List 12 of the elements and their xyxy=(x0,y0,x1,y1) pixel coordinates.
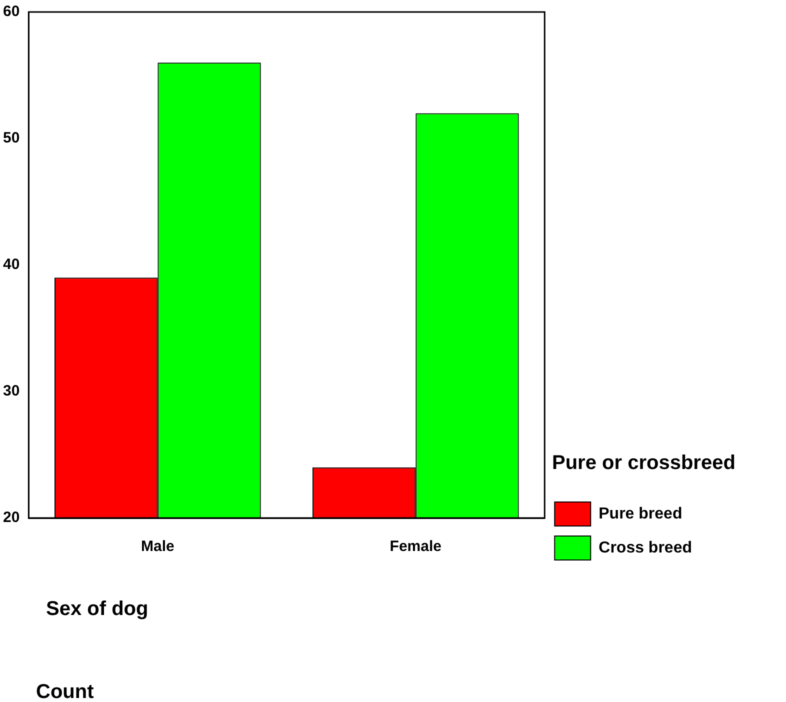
y-tick-label: 60 xyxy=(2,3,20,20)
x-tick-label: Female xyxy=(390,538,442,556)
y-tick-label: 50 xyxy=(2,130,20,147)
text: Count xyxy=(36,681,94,702)
y-tick-label: 20 xyxy=(2,509,20,526)
y-tick-label: 40 xyxy=(2,256,20,274)
legend-title: Pure or crossbreed xyxy=(552,452,736,475)
legend-label: Pure breed xyxy=(598,505,682,522)
legend-label: Cross breed xyxy=(598,539,692,556)
x-axis-title: Sex of dog xyxy=(46,598,148,621)
x-tick-label: Male xyxy=(140,538,174,556)
y-tick-label: 30 xyxy=(2,382,20,400)
